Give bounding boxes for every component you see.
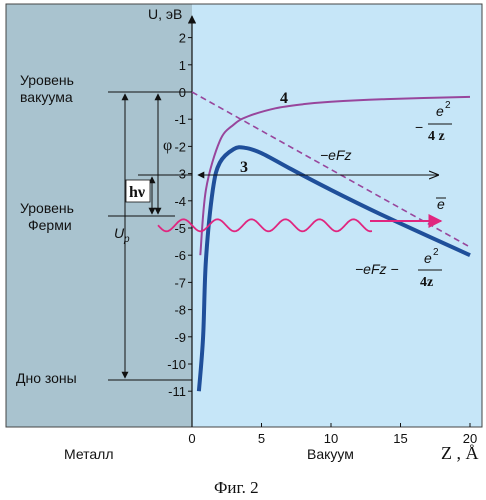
fermi-level-label-1: Уровень [20, 200, 74, 216]
vacuum-region [192, 4, 482, 427]
y-tick-label: -9 [174, 330, 186, 345]
series-label-4: 4 [280, 90, 288, 107]
phi-label: φ [163, 137, 172, 154]
eFz-label: −eFz [320, 147, 352, 163]
x-tick-label: 10 [324, 431, 338, 446]
region-label-vacuum: Вакуум [307, 446, 354, 462]
up-subscript: p [123, 234, 130, 245]
y-tick-label: -7 [174, 275, 186, 290]
band-bottom-label: Дно зоны [16, 370, 77, 386]
hv-label: hν [129, 184, 145, 201]
vacuum-level-label-2: вакуума [20, 89, 73, 105]
image-num-sup: 2 [445, 100, 451, 111]
y-axis-label: U, эВ [148, 6, 182, 22]
x-tick-label: 15 [393, 431, 407, 446]
figure-caption: Фиг. 2 [214, 478, 259, 497]
x-axis-label: Z , Å [441, 443, 479, 463]
y-tick-label: -11 [168, 384, 186, 399]
combined-prefix: −eFz − [355, 261, 399, 277]
y-tick-label: -2 [174, 139, 186, 154]
y-tick-label: 1 [179, 58, 186, 73]
series-label-3: 3 [240, 159, 248, 176]
image-den: 4 z [428, 129, 445, 144]
y-tick-label: -8 [174, 303, 186, 318]
y-tick-label: -4 [174, 194, 186, 209]
fermi-level-label-2: Ферми [28, 217, 72, 233]
vacuum-level-label-1: Уровень [20, 72, 74, 88]
x-tick-label: 5 [258, 431, 265, 446]
x-tick-label: 0 [188, 431, 195, 446]
image-minus: − [415, 119, 423, 135]
y-tick-label: -1 [174, 112, 186, 127]
y-tick-label: -3 [174, 167, 186, 182]
y-tick-label: -6 [174, 248, 186, 263]
combined-num-sup: 2 [433, 247, 439, 258]
image-num: e [436, 103, 444, 119]
combined-num: e [424, 250, 432, 266]
region-label-metal: Металл [64, 446, 114, 462]
combined-den: 4z [420, 275, 433, 290]
y-tick-label: -10 [167, 357, 186, 372]
y-tick-label: 2 [179, 31, 186, 46]
